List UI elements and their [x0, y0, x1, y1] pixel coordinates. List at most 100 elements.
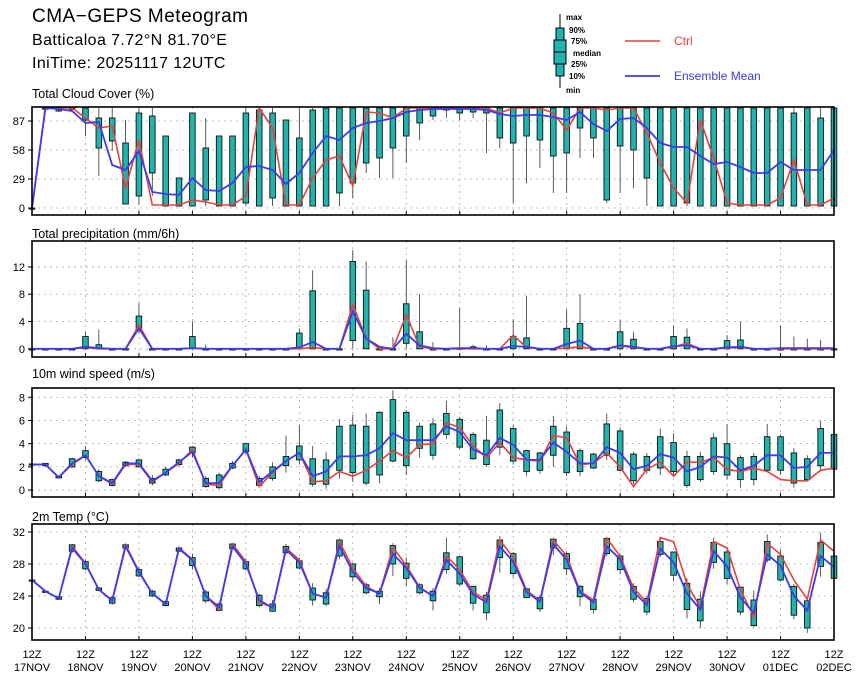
y-tick-label: 12 — [13, 262, 25, 274]
ensemble-box — [349, 414, 357, 482]
ensemble-box — [523, 449, 530, 477]
y-tick-label: 29 — [13, 174, 25, 186]
box-iqr — [777, 107, 784, 207]
cloud-cover-ctrl-line — [31, 105, 835, 209]
x-tick-date-label: 02DEC — [816, 662, 852, 674]
ensemble-box — [670, 107, 677, 207]
x-tick-date-label: 25NOV — [442, 662, 479, 674]
box-iqr — [336, 107, 343, 194]
box-iqr — [122, 142, 129, 205]
temperature-mean-line — [31, 542, 835, 615]
x-tick-hour-label: 12Z — [236, 649, 255, 661]
cloud-cover-title: Total Cloud Cover (%) — [32, 87, 154, 101]
box-iqr — [616, 331, 624, 350]
ensemble-box — [737, 107, 744, 207]
box-iqr — [189, 336, 196, 350]
box-iqr — [376, 107, 383, 159]
ensemble-box — [362, 413, 370, 486]
ensemble-box — [282, 119, 290, 207]
legend-ctrl-label: Ctrl — [674, 34, 693, 48]
box-iqr — [309, 290, 316, 350]
x-tick-date-label: 17NOV — [14, 662, 51, 674]
box-iqr — [523, 450, 530, 472]
x-axis-labels: 12Z17NOV12Z18NOV12Z19NOV12Z20NOV12Z21NOV… — [14, 649, 852, 674]
box-iqr — [496, 107, 504, 139]
precipitation-title: Total precipitation (mm/6h) — [32, 227, 179, 241]
ensemble-box — [242, 108, 250, 206]
box-iqr — [269, 112, 276, 199]
ensemble-box — [149, 108, 156, 196]
legend-box-label: median — [573, 49, 601, 58]
y-tick-label: 20 — [13, 623, 25, 635]
y-tick-label: 6 — [19, 415, 25, 427]
box-iqr — [670, 107, 677, 207]
box-iqr — [202, 147, 210, 201]
ensemble-box — [804, 598, 811, 633]
box-iqr — [763, 541, 771, 561]
box-iqr — [509, 336, 517, 350]
box-iqr — [550, 107, 557, 157]
x-tick-date-label: 30NOV — [709, 662, 746, 674]
x-tick-hour-label: 12Z — [825, 649, 844, 661]
legend-box-label: 25% — [571, 60, 587, 69]
temperature-frame — [31, 523, 835, 641]
box-iqr — [135, 315, 143, 331]
box-iqr — [817, 117, 824, 207]
legend-box-label: max — [566, 13, 583, 22]
box-iqr — [509, 107, 517, 144]
ensemble-box — [296, 108, 303, 207]
ensemble-box — [643, 107, 651, 206]
box-iqr — [496, 409, 504, 448]
ensemble-box — [443, 400, 450, 440]
ensemble-box — [389, 107, 397, 178]
ensemble-box — [763, 423, 771, 472]
ensemble-box — [523, 107, 530, 183]
ensemble-box — [550, 415, 557, 467]
y-tick-label: 8 — [19, 289, 25, 301]
box-iqr — [737, 339, 744, 350]
wind-speed-frame — [31, 387, 835, 498]
ensemble-box — [656, 428, 664, 475]
y-tick-label: 32 — [13, 527, 25, 539]
x-tick-hour-label: 12Z — [611, 649, 630, 661]
box-iqr — [643, 107, 651, 179]
legend-box-label: 75% — [571, 37, 587, 46]
ensemble-box — [670, 325, 677, 350]
ensemble-box — [817, 420, 824, 472]
init-time-label: IniTime: 20251117 12UTC — [32, 55, 226, 72]
precipitation-panel: Total precipitation (mm/6h) 0 4 8 12 — [13, 227, 838, 358]
box-iqr — [362, 289, 370, 350]
wind-speed-panel: 10m wind speed (m/s) 0 2 4 6 8 — [19, 367, 838, 498]
ensemble-box — [616, 427, 624, 472]
ensemble-box — [202, 118, 210, 206]
wind-speed-mean-line — [32, 425, 834, 485]
y-tick-label: 0 — [19, 203, 25, 215]
ensemble-box — [95, 329, 103, 350]
precipitation-mean-line — [32, 308, 834, 350]
ensemble-box — [362, 261, 370, 350]
box-iqr — [763, 436, 771, 471]
ensemble-box — [710, 433, 717, 475]
box-iqr — [630, 453, 637, 482]
box-iqr — [630, 107, 637, 151]
y-tick-label: 0 — [19, 485, 25, 497]
ensemble-box — [509, 107, 517, 203]
box-iqr — [630, 338, 637, 350]
ensemble-box — [550, 107, 557, 193]
x-tick-date-label: 18NOV — [67, 662, 104, 674]
ensemble-box — [269, 108, 276, 206]
box-iqr — [804, 600, 811, 629]
ensemble-box — [817, 108, 824, 207]
x-tick-hour-label: 12Z — [290, 649, 309, 661]
ensemble-box — [483, 107, 490, 153]
box-iqr — [82, 336, 89, 350]
x-tick-date-label: 24NOV — [388, 662, 425, 674]
ensemble-box — [416, 107, 423, 140]
x-tick-date-label: 19NOV — [121, 662, 158, 674]
box-iqr — [616, 430, 624, 471]
box-iqr — [416, 425, 423, 449]
box-iqr — [336, 425, 343, 471]
cloud-cover-panel: Total Cloud Cover (%) 0 29 58 87 — [13, 87, 838, 216]
box-iqr — [309, 109, 316, 207]
